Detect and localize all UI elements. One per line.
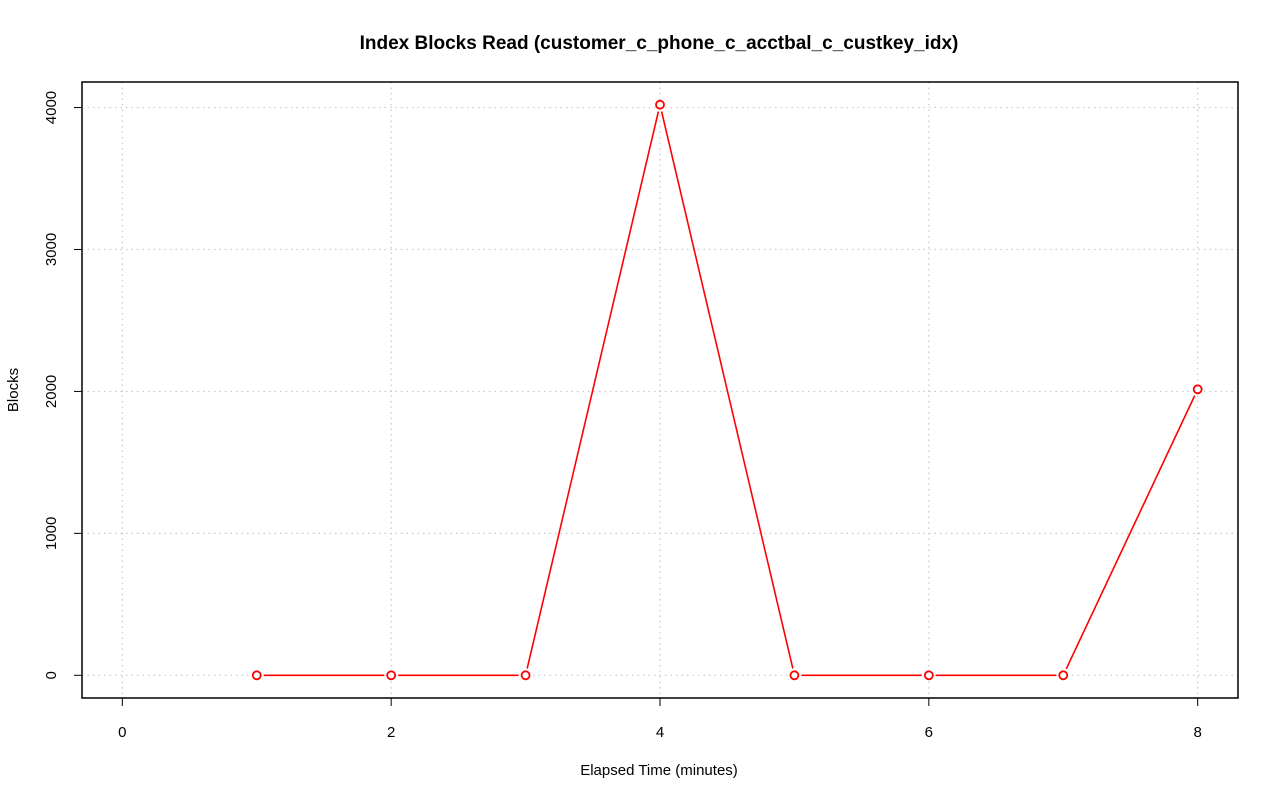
data-point (923, 670, 934, 681)
series-line-segment (526, 111, 660, 669)
y-tick-label: 2000 (43, 375, 60, 408)
series-line-segment (660, 111, 794, 669)
data-point (520, 670, 531, 681)
x-axis-label: Elapsed Time (minutes) (580, 762, 738, 779)
x-tick-label: 8 (1194, 724, 1202, 741)
data-point (1192, 384, 1203, 395)
y-tick-label: 3000 (43, 233, 60, 266)
x-axis: 0 2 4 6 8 (118, 698, 1202, 741)
y-tick-label: 1000 (43, 517, 60, 550)
y-tick-label: 4000 (43, 91, 60, 124)
x-tick-label: 0 (118, 724, 126, 741)
x-tick-label: 2 (387, 724, 395, 741)
x-tick-label: 6 (925, 724, 933, 741)
data-point (789, 670, 800, 681)
y-axis: 0 1000 2000 3000 4000 (43, 91, 82, 679)
chart-title: Index Blocks Read (customer_c_phone_c_ac… (360, 33, 959, 54)
data-point (655, 99, 665, 110)
data-series (251, 99, 1203, 681)
x-tick-label: 4 (656, 724, 664, 741)
y-tick-label: 0 (43, 671, 60, 679)
series-line-segment (1065, 395, 1196, 670)
data-point (1058, 670, 1069, 681)
y-axis-label: Blocks (5, 368, 22, 412)
grid (82, 82, 1238, 698)
data-point (251, 670, 262, 681)
series-layer (251, 99, 1203, 681)
data-point (386, 670, 397, 681)
